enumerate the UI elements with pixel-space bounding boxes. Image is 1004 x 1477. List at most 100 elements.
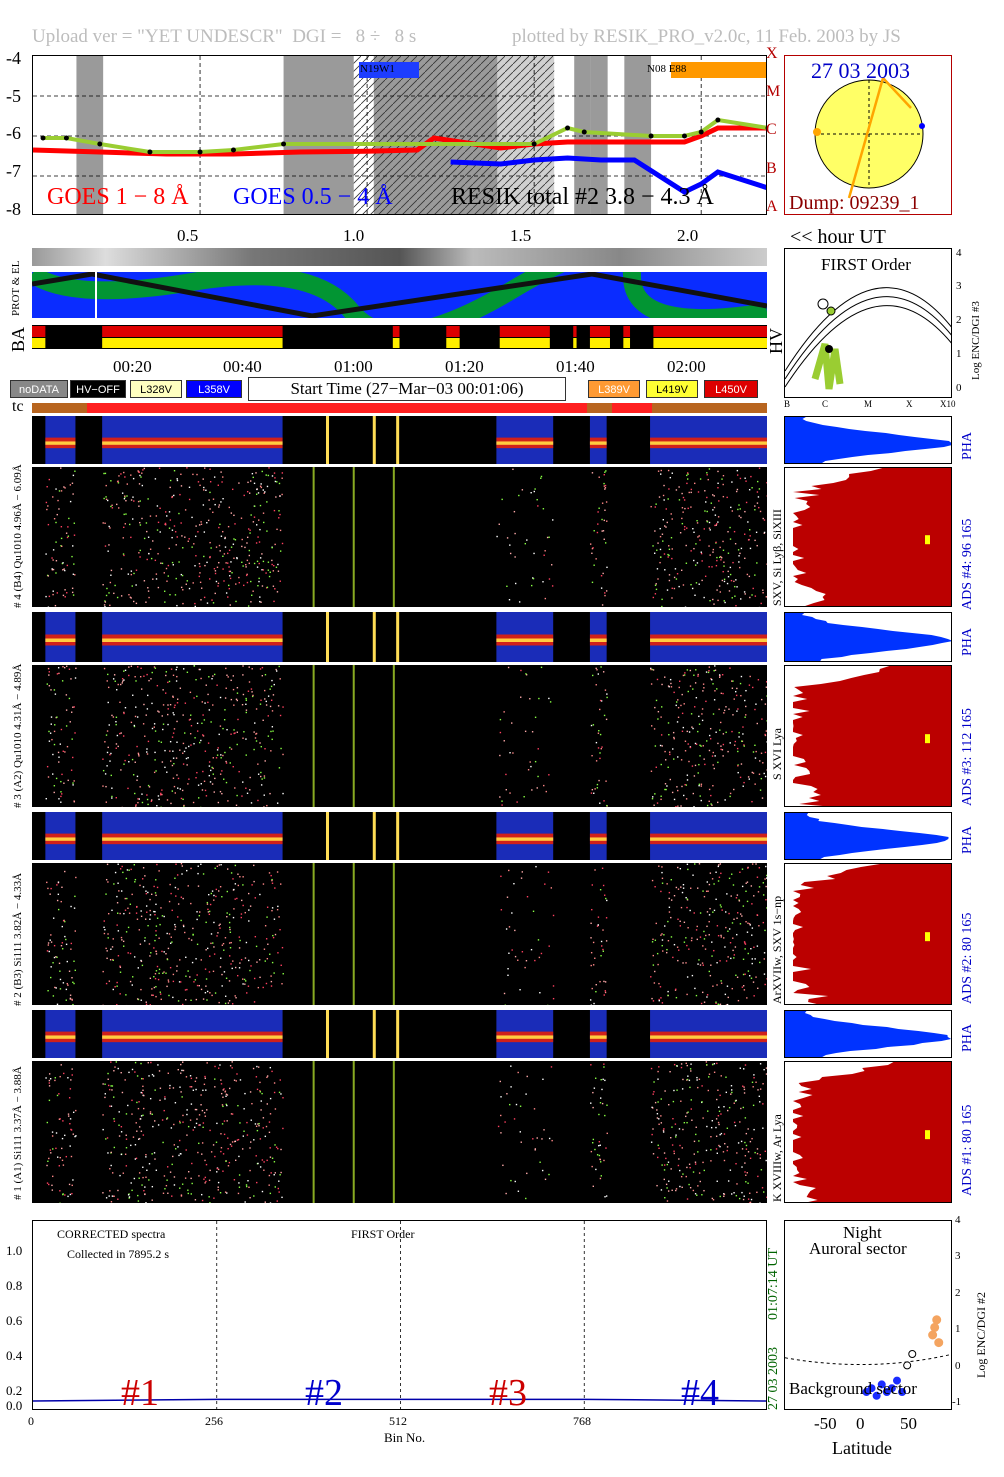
ads-label-1: ADS #1: 80 165 xyxy=(960,1104,975,1196)
l358v-button[interactable]: L358V xyxy=(186,380,242,398)
spectrogram-dot xyxy=(724,946,726,948)
spectrogram-dot xyxy=(124,897,126,900)
spectrogram-dot xyxy=(174,877,176,879)
spectrogram-dot xyxy=(650,667,652,670)
spectrogram-dot xyxy=(525,673,527,675)
spectrogram-dot xyxy=(172,1155,174,1158)
spectrogram-dot xyxy=(675,701,678,703)
spectrogram-dot xyxy=(150,952,152,954)
spectrogram-dot xyxy=(668,911,671,913)
spectrogram-dot xyxy=(260,699,262,701)
spectrogram-dot xyxy=(276,481,278,483)
spectrogram-dot xyxy=(185,1076,188,1078)
hv-off-button[interactable]: HV−OFF xyxy=(70,380,126,398)
spectrogram-dot xyxy=(214,992,217,994)
spectrogram-dot xyxy=(243,978,246,981)
spectrogram-dot xyxy=(269,953,271,955)
spectrogram-dot xyxy=(204,1159,206,1162)
spectrogram-dot xyxy=(661,598,663,601)
spectrogram-dot xyxy=(151,1185,154,1188)
spectrogram-dot xyxy=(120,595,123,597)
spectrogram-dot xyxy=(526,1172,528,1175)
spectrogram-dot xyxy=(755,703,757,705)
spectrogram-dot xyxy=(204,991,207,994)
spectrogram-dot xyxy=(732,714,734,716)
spectrogram-dot xyxy=(61,925,63,928)
spectrogram-dot xyxy=(704,575,707,577)
spectrogram-dot xyxy=(238,1155,240,1158)
spectrogram-dot xyxy=(679,532,682,534)
spectrogram-dot xyxy=(52,593,54,596)
l389v-button[interactable]: L389V xyxy=(588,380,640,398)
spectrogram-dot xyxy=(211,890,214,892)
spectrogram-dot xyxy=(690,583,692,586)
spectrogram-dot xyxy=(245,1185,248,1188)
spectrogram-dot xyxy=(160,998,162,1001)
spectrogram-dot xyxy=(689,746,692,749)
spectrogram-dot xyxy=(660,934,662,936)
spectrogram-dot xyxy=(54,724,56,726)
spectrogram-dot xyxy=(757,987,759,990)
spectrogram-dot xyxy=(691,974,694,977)
spectrogram-dot xyxy=(106,499,109,502)
spectrogram-dot xyxy=(661,871,663,874)
spectrogram-dot xyxy=(228,926,231,929)
spectrogram-dot xyxy=(664,1197,666,1199)
spectrogram-dot xyxy=(214,503,216,506)
spectrogram-dot xyxy=(227,1165,230,1167)
spectrogram-dot xyxy=(49,893,51,895)
spectrogram-dot xyxy=(233,1179,236,1181)
spectrogram-dot xyxy=(170,668,173,670)
spectrogram-dot xyxy=(213,894,215,897)
spectrogram-dot xyxy=(253,731,255,733)
spectrogram-dot xyxy=(719,546,721,549)
spectrogram-dot xyxy=(177,787,179,789)
spectrogram-dot xyxy=(281,946,284,949)
spectrogram-dot xyxy=(137,801,139,804)
spectrogram-dot xyxy=(267,474,270,477)
l419v-button[interactable]: L419V xyxy=(646,380,698,398)
spectrogram-dot xyxy=(726,893,728,895)
spectrogram-dot xyxy=(538,697,540,700)
spectrogram-dot xyxy=(751,958,753,960)
tc-strip xyxy=(32,403,767,413)
spectrogram-dot xyxy=(526,896,529,898)
spectrogram-dot xyxy=(266,906,269,908)
spectrogram-dot xyxy=(128,1196,131,1198)
fo-ytick-4: 4 xyxy=(956,247,962,259)
spectrogram-dot xyxy=(202,734,204,736)
spectrogram-dot xyxy=(60,728,63,731)
spectrogram-dot xyxy=(715,731,717,733)
spectrogram-dot xyxy=(106,863,109,866)
goes-gap-1 xyxy=(283,56,354,214)
spectrogram-dot xyxy=(603,482,605,485)
spectrogram-dot xyxy=(680,1066,683,1069)
spectrogram-dot xyxy=(52,995,55,997)
spectrogram-dot xyxy=(111,909,113,912)
spectrogram-dot xyxy=(251,668,253,670)
spectrogram-dot xyxy=(738,1197,741,1200)
spectrogram-dot xyxy=(655,699,658,702)
spectrogram-dot xyxy=(656,678,659,681)
spectrogram-dot xyxy=(251,884,253,886)
spectrogram-dot xyxy=(125,1138,128,1140)
spectrogram-dot xyxy=(520,669,522,672)
spectrogram-dot xyxy=(209,481,212,483)
spectrogram-dot xyxy=(231,1061,233,1063)
spectrogram-dot xyxy=(270,980,273,983)
spectrogram-dot xyxy=(685,798,688,800)
spectrogram-dot xyxy=(534,760,537,763)
spectrogram-dot xyxy=(203,489,205,491)
spectrogram-dot xyxy=(130,721,133,724)
spectrogram-dot xyxy=(598,779,600,782)
l328v-button[interactable]: L328V xyxy=(130,380,182,398)
nodata-button[interactable]: noDATA xyxy=(10,380,68,398)
spectrogram-dot xyxy=(673,738,675,740)
spectrogram-dot xyxy=(153,726,156,728)
spectrogram-dot xyxy=(245,566,247,568)
spectrogram-dot xyxy=(668,545,670,547)
spectrogram-dot xyxy=(687,507,689,510)
spectrogram-dot xyxy=(534,488,536,490)
spectrogram-dot xyxy=(591,1165,593,1168)
l450v-button[interactable]: L450V xyxy=(704,380,758,398)
